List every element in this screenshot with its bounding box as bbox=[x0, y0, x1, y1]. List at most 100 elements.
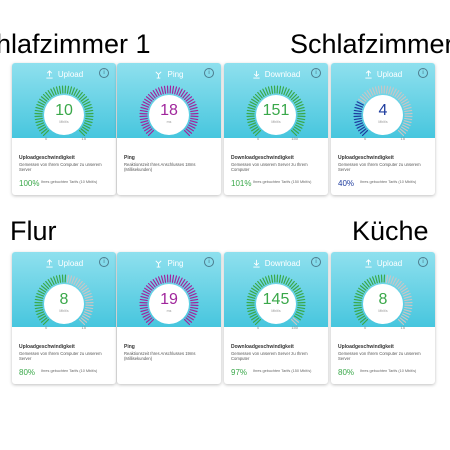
gauge-unit: Mbit/s bbox=[378, 120, 388, 124]
tariff-percentage: 80% bbox=[19, 368, 36, 377]
room-heading-schlafzimmer-1: hlafzimmer 1 bbox=[0, 29, 151, 59]
gauge-value: 8 bbox=[378, 291, 388, 308]
info-icon[interactable]: i bbox=[204, 257, 214, 267]
speed-gauge: 10 Mbit/s 0 15 bbox=[29, 80, 99, 150]
info-icon[interactable]: i bbox=[99, 257, 109, 267]
gauge-max: 15 bbox=[81, 136, 86, 141]
gauge-value: 151 bbox=[262, 102, 290, 119]
gauge-value: 10 bbox=[55, 102, 73, 119]
gauge-value: 4 bbox=[378, 102, 388, 119]
upload-icon bbox=[45, 258, 54, 268]
card-description: Reaktionszeit Ihres Anschlusses 19ms (Mi… bbox=[124, 351, 196, 362]
card-description: Gemessen von unserem Server zu Ihrem Com… bbox=[231, 162, 308, 173]
gauge-unit: Mbit/s bbox=[271, 120, 281, 124]
card-header: Upload bbox=[12, 67, 116, 81]
ping-icon bbox=[154, 70, 163, 79]
tariff-label: Ihres gebuchten Tarifs (10 Mbit/s) bbox=[360, 369, 417, 373]
tariff-percentage: 80% bbox=[338, 368, 355, 377]
speed-gauge: 4 Mbit/s 0 15 bbox=[348, 80, 418, 150]
card-description: Gemessen von Ihrem Computer zu unserem S… bbox=[19, 162, 102, 173]
card-title: Uploadgeschwindigkeit bbox=[19, 344, 75, 350]
card-header: Download bbox=[224, 67, 328, 81]
info-icon[interactable]: i bbox=[418, 68, 428, 78]
info-icon[interactable]: i bbox=[204, 68, 214, 78]
card-title: Ping bbox=[124, 155, 135, 161]
speed-gauge: 8 Mbit/s 0 15 bbox=[348, 269, 418, 339]
speed-card-kueche-download: Download i 145 Mbit/s 0 150 Downloadgesc… bbox=[224, 252, 328, 384]
info-icon[interactable]: i bbox=[418, 257, 428, 267]
card-header: Ping bbox=[117, 67, 221, 81]
card-description: Reaktionszeit Ihres Anschlusses 18ms (Mi… bbox=[124, 162, 196, 173]
card-header: Upload bbox=[12, 256, 116, 270]
speed-gauge: 145 Mbit/s 0 150 bbox=[241, 269, 311, 339]
gauge-unit: Mbit/s bbox=[271, 309, 281, 313]
tariff-label: Ihres gebuchten Tarifs (10 Mbit/s) bbox=[41, 180, 98, 184]
gauge-value: 145 bbox=[262, 291, 290, 308]
card-title: Ping bbox=[124, 344, 135, 350]
tariff-percentage: 97% bbox=[231, 368, 248, 377]
card-header-label: Upload bbox=[57, 258, 84, 268]
room-heading-kueche: Küche bbox=[352, 216, 429, 246]
gauge-min: 0 bbox=[364, 325, 367, 330]
card-header-label: Ping bbox=[167, 258, 184, 268]
gauge-max: 15 bbox=[81, 325, 86, 330]
card-title: Downloadgeschwindigkeit bbox=[231, 155, 294, 161]
card-description: Gemessen von Ihrem Computer zu unserem S… bbox=[338, 351, 421, 362]
gauge-min: 0 bbox=[257, 136, 260, 141]
card-description: Gemessen von Ihrem Computer zu unserem S… bbox=[19, 351, 102, 362]
tariff-label: Ihres gebuchten Tarifs (10 Mbit/s) bbox=[360, 180, 417, 184]
gauge-min: 0 bbox=[364, 136, 367, 141]
info-icon[interactable]: i bbox=[311, 257, 321, 267]
speed-card-schlafzimmer2-upload: Upload i 4 Mbit/s 0 15 Uploadgeschwindig… bbox=[331, 63, 435, 195]
tariff-label: Ihres gebuchten Tarifs (150 Mbit/s) bbox=[253, 180, 312, 184]
card-header-label: Download bbox=[264, 69, 301, 79]
gauge-unit: Mbit/s bbox=[59, 309, 69, 313]
upload-icon bbox=[45, 69, 54, 79]
speed-card-schlafzimmer1-upload: Upload i 10 Mbit/s 0 15 Uploadgeschwindi… bbox=[12, 63, 116, 195]
card-title: Uploadgeschwindigkeit bbox=[338, 344, 394, 350]
info-icon[interactable]: i bbox=[99, 68, 109, 78]
card-title: Downloadgeschwindigkeit bbox=[231, 344, 294, 350]
card-header: Upload bbox=[331, 256, 435, 270]
gauge-value: 8 bbox=[59, 291, 69, 308]
speed-gauge: 18 ms bbox=[134, 80, 204, 150]
gauge-value: 18 bbox=[160, 102, 178, 119]
gauge-value: 19 bbox=[160, 291, 178, 308]
card-header-label: Upload bbox=[376, 69, 403, 79]
card-description: Gemessen von Ihrem Computer zu unserem S… bbox=[338, 162, 421, 173]
room-heading-flur: Flur bbox=[10, 216, 57, 246]
gauge-unit: Mbit/s bbox=[59, 120, 69, 124]
tariff-percentage: 100% bbox=[19, 179, 40, 188]
card-header: Download bbox=[224, 256, 328, 270]
card-header-label: Ping bbox=[167, 69, 184, 79]
speed-card-schlafzimmer2-download: Download i 151 Mbit/s 0 150 Downloadgesc… bbox=[224, 63, 328, 195]
gauge-min: 0 bbox=[257, 325, 260, 330]
upload-icon bbox=[364, 69, 373, 79]
ping-icon bbox=[154, 259, 163, 268]
info-icon[interactable]: i bbox=[311, 68, 321, 78]
speed-gauge: 19 ms bbox=[134, 269, 204, 339]
gauge-max: 15 bbox=[400, 325, 405, 330]
speed-card-kueche-upload: Upload i 8 Mbit/s 0 15 Uploadgeschwindig… bbox=[331, 252, 435, 384]
tariff-label: Ihres gebuchten Tarifs (10 Mbit/s) bbox=[41, 369, 98, 373]
card-title: Uploadgeschwindigkeit bbox=[19, 155, 75, 161]
gauge-unit: ms bbox=[166, 120, 172, 124]
tariff-label: Ihres gebuchten Tarifs (150 Mbit/s) bbox=[253, 369, 312, 373]
download-icon bbox=[252, 259, 261, 268]
speed-gauge: 151 Mbit/s 0 150 bbox=[241, 80, 311, 150]
speed-card-flur-upload: Upload i 8 Mbit/s 0 15 Uploadgeschwindig… bbox=[12, 252, 116, 384]
speed-card-flur-ping: Ping i 19 ms Ping Reaktionszeit Ihres An… bbox=[117, 252, 221, 384]
tariff-percentage: 101% bbox=[231, 179, 252, 188]
gauge-unit: Mbit/s bbox=[378, 309, 388, 313]
card-header: Upload bbox=[331, 67, 435, 81]
upload-icon bbox=[364, 258, 373, 268]
speed-gauge: 8 Mbit/s 0 15 bbox=[29, 269, 99, 339]
card-description: Gemessen von unserem Server zu Ihrem Com… bbox=[231, 351, 308, 362]
card-header-label: Download bbox=[264, 258, 301, 268]
gauge-max: 150 bbox=[291, 325, 298, 330]
gauge-max: 150 bbox=[291, 136, 298, 141]
download-icon bbox=[252, 70, 261, 79]
gauge-min: 0 bbox=[45, 136, 48, 141]
gauge-unit: ms bbox=[166, 309, 172, 313]
tariff-percentage: 40% bbox=[338, 179, 355, 188]
